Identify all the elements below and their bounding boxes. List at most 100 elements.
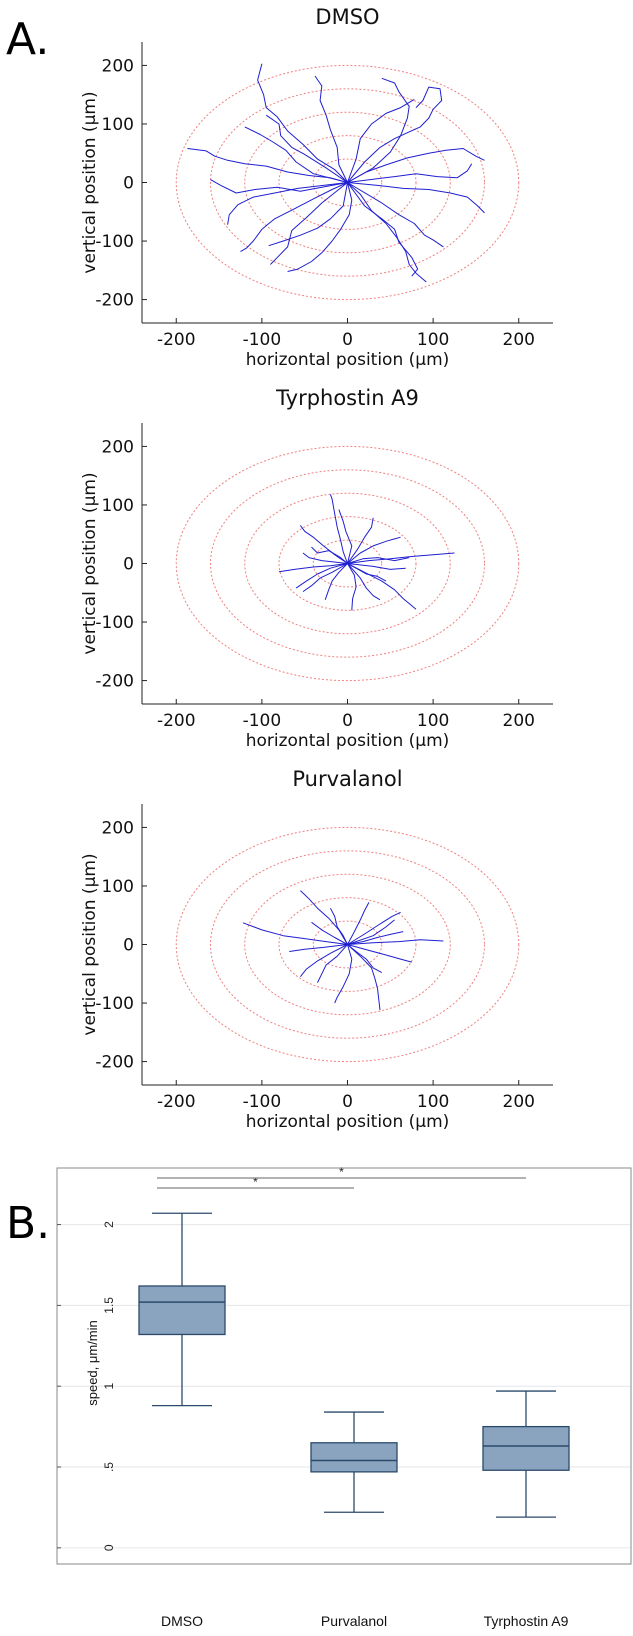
x-axis-label: horizontal position (μm) xyxy=(246,731,450,751)
cell-track xyxy=(347,944,381,1011)
y-tick-label: .5 xyxy=(102,1462,116,1472)
cell-track xyxy=(347,563,357,611)
y-tick-label: 200 xyxy=(102,56,134,76)
x-tick-label: 200 xyxy=(503,1092,535,1112)
x-tick-label: 100 xyxy=(417,711,449,731)
cell-track xyxy=(347,919,395,945)
cell-track xyxy=(347,563,387,582)
plot-title: DMSO xyxy=(315,5,379,29)
cell-track xyxy=(311,546,348,564)
y-tick-label: -200 xyxy=(95,291,134,311)
cell-track xyxy=(287,182,353,272)
significance-marker: * xyxy=(253,1175,258,1189)
cell-track xyxy=(242,922,348,945)
cell-track xyxy=(347,944,412,963)
cell-track xyxy=(347,944,383,974)
cell-track xyxy=(334,944,353,1004)
cell-track xyxy=(244,126,348,183)
cell-track xyxy=(302,552,348,564)
y-tick-label: -100 xyxy=(95,232,134,252)
cell-track xyxy=(347,148,485,183)
distance-ring xyxy=(175,64,520,301)
x-tick-label: -200 xyxy=(157,1092,196,1112)
x-tick-label: -200 xyxy=(157,711,196,731)
box-2: Purvalanol xyxy=(310,1411,398,1629)
y-tick-label: 0 xyxy=(123,174,134,194)
y-tick-label: -100 xyxy=(95,613,134,633)
cell-track xyxy=(347,98,415,183)
y-axis-label: speed, μm/min xyxy=(85,1320,100,1406)
cell-track xyxy=(347,557,410,564)
cell-track xyxy=(347,182,444,248)
cell-track xyxy=(347,563,406,570)
box-body xyxy=(482,1425,570,1471)
x-axis-label: horizontal position (μm) xyxy=(246,350,450,370)
y-tick-label: -200 xyxy=(95,1053,134,1073)
cell-track xyxy=(295,563,348,589)
cell-track xyxy=(314,75,348,183)
distance-ring xyxy=(210,850,485,1039)
y-tick-label: -200 xyxy=(95,672,134,692)
cell-track xyxy=(338,509,353,564)
cell-track xyxy=(347,182,427,283)
cell-track xyxy=(329,907,348,945)
cell-track xyxy=(347,939,444,945)
x-tick-label: -100 xyxy=(243,1092,282,1112)
x-tick-label: 100 xyxy=(417,330,449,350)
x-tick-label: -100 xyxy=(243,711,282,731)
cell-track xyxy=(300,944,348,978)
y-tick-label: 0 xyxy=(102,1544,116,1551)
cell-track xyxy=(289,944,348,952)
cell-track xyxy=(311,921,348,945)
y-axis-label: vertical position (μm) xyxy=(80,472,100,654)
cell-track xyxy=(187,148,348,183)
plot-title: Purvalanol xyxy=(292,767,402,791)
distance-ring xyxy=(244,873,451,1016)
track-plots: DMSO -200 -100 0 100 200 -200 -100 0 100 200 horizo… xyxy=(80,5,553,1132)
cell-track xyxy=(347,931,404,945)
y-tick-label: 1 xyxy=(102,1383,116,1390)
panel-label-b: B. xyxy=(6,1198,50,1249)
y-axis-label: vertical position (μm) xyxy=(80,91,100,273)
boxplot-frame xyxy=(56,1167,632,1565)
x-tick-label: 100 xyxy=(417,1092,449,1112)
x-tick-label: -200 xyxy=(157,330,196,350)
speed-boxplot: 0 .5 1 1.5 2 speed, μm/min DMSO Purvalanol Tyrph… xyxy=(56,1165,632,1629)
track-plot-2: Tyrphostin A9 -200 -100 0 100 200 -200 -100 0 100… xyxy=(80,386,553,751)
cell-track xyxy=(347,163,473,183)
cell-track xyxy=(347,182,485,214)
cell-track xyxy=(347,563,417,610)
y-tick-label: 0 xyxy=(123,555,134,575)
cell-track xyxy=(347,182,419,277)
cell-track xyxy=(268,182,348,247)
cell-track xyxy=(265,114,348,183)
y-tick-label: 100 xyxy=(102,877,134,897)
cell-track xyxy=(302,563,348,593)
distance-ring xyxy=(175,826,520,1063)
y-tick-label: 200 xyxy=(102,437,134,457)
cell-track xyxy=(347,911,401,945)
x-tick-label: -100 xyxy=(243,330,282,350)
distance-ring xyxy=(278,135,417,230)
box-body xyxy=(138,1285,226,1336)
x-tick-label: 200 xyxy=(503,330,535,350)
cell-track xyxy=(257,63,348,183)
distance-ring xyxy=(210,469,485,658)
distance-ring xyxy=(312,158,383,207)
cell-track xyxy=(240,182,348,253)
cell-track xyxy=(317,944,348,983)
cell-track xyxy=(347,536,401,564)
category-label: Tyrphostin A9 xyxy=(484,1613,569,1629)
cell-track xyxy=(329,494,348,564)
distance-ring xyxy=(312,920,383,969)
cell-track xyxy=(347,563,381,601)
x-axis-label: horizontal position (μm) xyxy=(246,1112,450,1132)
distance-ring xyxy=(210,88,485,277)
track-plot-3: Purvalanol -200 -100 0 100 200 -200 -100 0 100 200… xyxy=(80,767,553,1132)
y-tick-label: -100 xyxy=(95,994,134,1014)
x-tick-label: 200 xyxy=(503,711,535,731)
y-tick-label: 2 xyxy=(102,1221,116,1228)
box-3: Tyrphostin A9 xyxy=(482,1390,570,1629)
y-tick-label: 200 xyxy=(102,818,134,838)
plot-title: Tyrphostin A9 xyxy=(275,386,419,410)
